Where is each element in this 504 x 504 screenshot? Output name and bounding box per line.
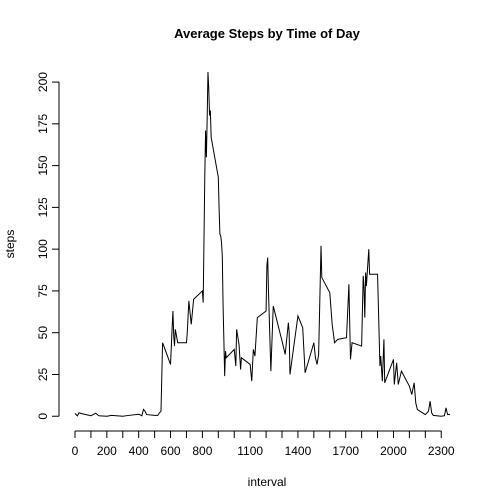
y-axis-label: steps: [3, 230, 17, 259]
x-tick-label: 2300: [428, 444, 455, 458]
x-tick-label: 1100: [237, 444, 263, 458]
line: [74, 72, 451, 417]
x-tick-label: 0: [72, 444, 79, 458]
x-axis-label: interval: [248, 475, 287, 489]
chart-title: Average Steps by Time of Day: [174, 26, 360, 41]
x-tick-label: 600: [161, 444, 181, 458]
x-tick-label: 800: [192, 444, 212, 458]
y-tick-label: 25: [36, 367, 50, 381]
y-tick-label: 100: [36, 239, 50, 259]
x-tick-label: 2000: [380, 444, 407, 458]
x-tick-label: 200: [97, 444, 117, 458]
y-tick-label: 0: [36, 413, 50, 420]
x-tick-label: 400: [129, 444, 149, 458]
y-tick-label: 50: [36, 326, 50, 340]
y-tick-label: 175: [36, 113, 50, 133]
y-tick-label: 150: [36, 155, 50, 175]
y-tick-label: 200: [36, 72, 50, 92]
x-tick-label: 1700: [332, 444, 359, 458]
y-tick-label: 75: [36, 284, 50, 298]
y-tick-label: 125: [36, 197, 50, 217]
x-tick-label: 1400: [285, 444, 312, 458]
